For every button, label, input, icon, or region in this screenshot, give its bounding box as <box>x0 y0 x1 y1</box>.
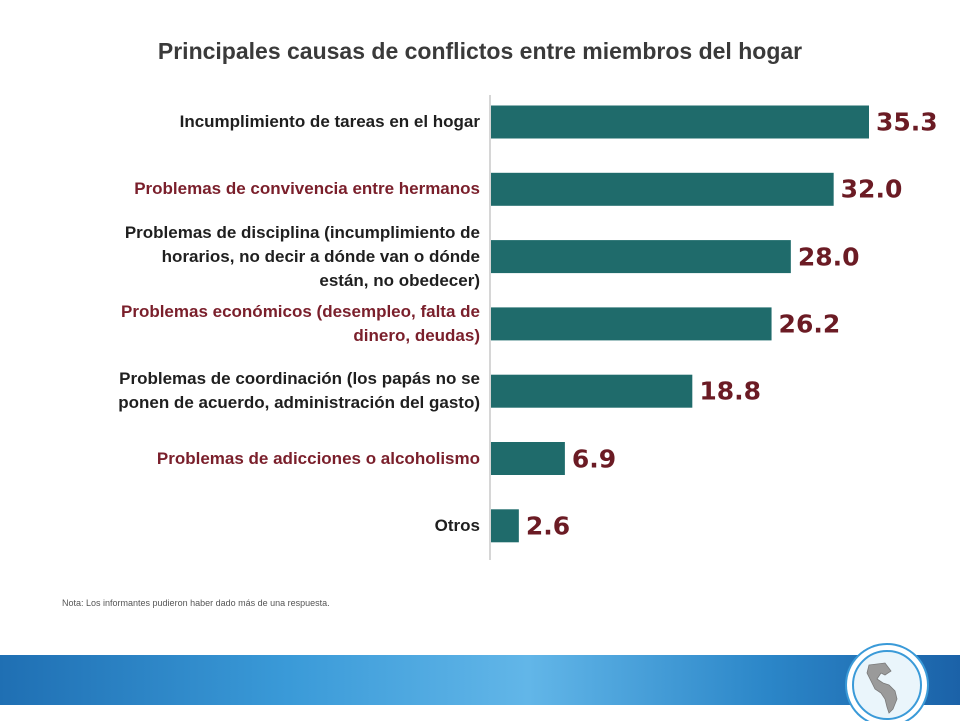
value-label: 32.0 <box>840 174 903 204</box>
category-label-line: Problemas de adicciones o alcoholismo <box>156 448 480 468</box>
category-label-line: horarios, no decir a dónde van o dónde <box>161 246 480 266</box>
bar <box>491 509 519 543</box>
category-label-line: Problemas de convivencia entre hermanos <box>134 179 480 199</box>
category-label-line: Problemas de disciplina (incumplimiento … <box>124 222 480 242</box>
value-label: 26.2 <box>778 309 841 339</box>
category-label-line: Problemas económicos (desempleo, falta d… <box>120 301 480 321</box>
americas-globe-icon <box>851 649 923 721</box>
category-label-line: ponen de acuerdo, administración del gas… <box>118 393 480 413</box>
category-label: Problemas de coordinación (los papás no … <box>40 367 480 415</box>
value-label: 6.9 <box>571 444 617 473</box>
value-label: 28.0 <box>797 242 860 272</box>
bar <box>491 240 791 274</box>
value-label: 2.6 <box>525 511 571 541</box>
value-label: 35.3 <box>876 107 938 137</box>
category-label: Otros <box>40 514 480 538</box>
value-label: 18.8 <box>699 376 761 406</box>
footnote: Nota: Los informantes pudieron haber dad… <box>62 598 330 608</box>
chart-title: Principales causas de conflictos entre m… <box>157 38 803 64</box>
bars-group <box>491 105 869 543</box>
footer-strip <box>0 705 960 720</box>
footer-band <box>0 655 960 705</box>
category-label: Problemas económicos (desempleo, falta d… <box>40 300 480 348</box>
category-label-line: dinero, deudas) <box>353 325 480 345</box>
category-label-line: Problemas de coordinación (los papás no … <box>119 369 480 389</box>
category-label-line: Incumplimiento de tareas en el hogar <box>179 112 480 131</box>
bar <box>491 307 772 341</box>
category-label: Problemas de disciplina (incumplimiento … <box>40 221 480 293</box>
bar <box>491 172 834 206</box>
bar <box>491 442 565 475</box>
category-label: Incumplimiento de tareas en el hogar <box>40 110 480 134</box>
bar <box>491 374 693 408</box>
category-label: Problemas de adicciones o alcoholismo <box>40 447 480 471</box>
bar-chart <box>489 95 869 560</box>
category-label-line: Otros <box>434 515 480 535</box>
category-label: Problemas de convivencia entre hermanos <box>40 177 480 201</box>
category-label-line: están, no obedecer) <box>319 270 480 290</box>
bar <box>491 105 869 139</box>
